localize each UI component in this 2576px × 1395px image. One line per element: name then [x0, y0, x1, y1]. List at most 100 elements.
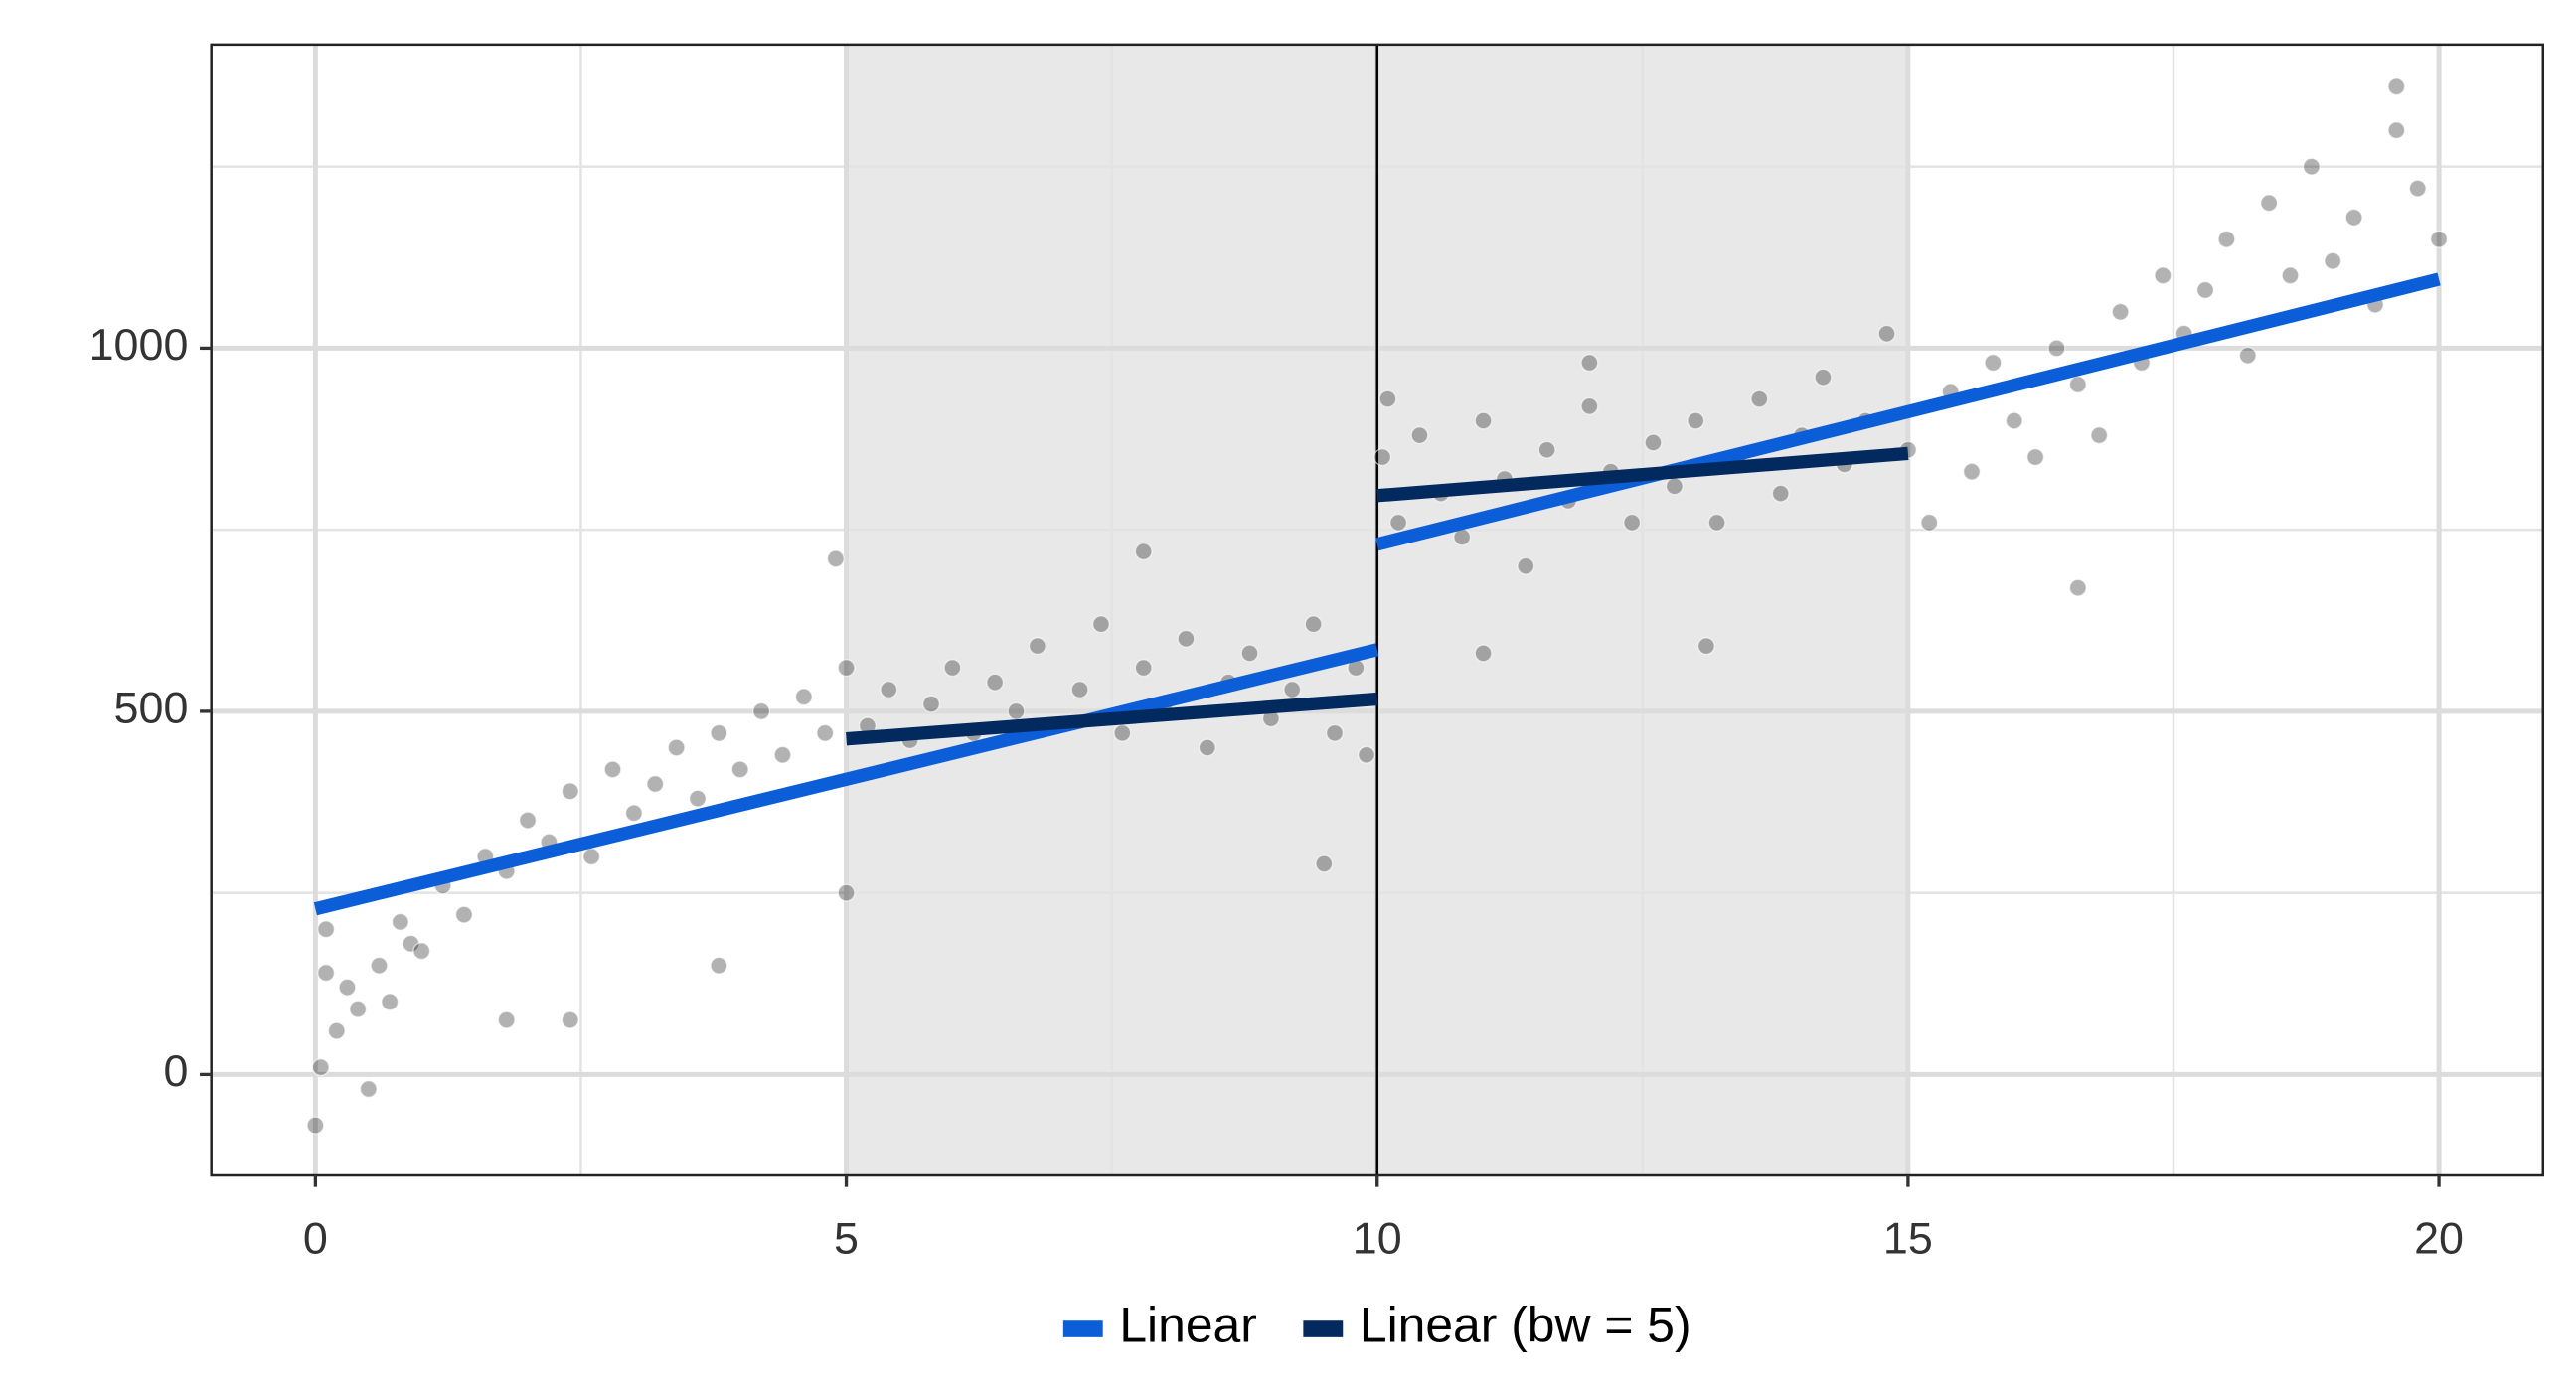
y-tick-label: 1000 — [89, 319, 189, 370]
data-point — [2154, 266, 2173, 285]
data-point — [1537, 440, 1556, 459]
data-point — [1877, 324, 1896, 343]
data-point — [1474, 411, 1493, 430]
fit-line — [313, 272, 2441, 916]
data-point — [773, 745, 792, 764]
data-point — [412, 942, 431, 961]
data-point — [922, 695, 940, 713]
data-point — [1517, 556, 1535, 575]
data-point — [1963, 462, 1981, 481]
data-point — [1474, 644, 1493, 663]
data-point — [2047, 339, 2066, 358]
data-point — [1580, 396, 1599, 415]
data-point — [1389, 513, 1408, 532]
x-tick-label: 10 — [1353, 1212, 1402, 1263]
data-point — [306, 1116, 325, 1135]
data-point — [689, 789, 707, 808]
data-point — [317, 920, 336, 939]
y-tick-label: 500 — [114, 683, 189, 733]
y-tick-label: 0 — [163, 1045, 188, 1096]
data-point — [2430, 230, 2449, 248]
legend-label: Linear — [1119, 1298, 1257, 1353]
data-point — [1410, 426, 1429, 445]
data-point — [370, 956, 389, 975]
data-point — [667, 738, 686, 757]
data-point — [1358, 745, 1376, 764]
data-point — [837, 883, 856, 902]
data-point — [816, 723, 835, 742]
data-point — [2260, 194, 2279, 213]
data-point — [752, 701, 771, 720]
data-point — [582, 848, 601, 866]
data-point — [646, 775, 665, 793]
data-point — [1750, 389, 1769, 408]
data-point — [327, 1021, 346, 1040]
data-point — [624, 804, 643, 823]
data-point — [1696, 637, 1715, 656]
data-point — [710, 723, 728, 742]
data-point — [338, 978, 357, 997]
data-point — [730, 760, 749, 779]
data-point — [2026, 448, 2045, 467]
data-point — [2387, 78, 2406, 96]
data-point — [1113, 723, 1132, 742]
data-point — [1920, 513, 1939, 532]
data-point — [311, 1058, 330, 1077]
data-point — [1007, 701, 1026, 720]
legend-key — [1303, 1320, 1344, 1337]
data-point — [2344, 208, 2363, 227]
data-point — [317, 964, 336, 983]
data-point — [1984, 354, 2003, 373]
data-point — [837, 659, 856, 678]
data-point — [2238, 346, 2257, 365]
data-point — [603, 760, 622, 779]
data-point — [1665, 477, 1684, 496]
x-tick-label: 15 — [1883, 1212, 1933, 1263]
data-point — [1198, 738, 1216, 757]
fit-line — [846, 446, 1909, 746]
data-point — [2068, 375, 2087, 393]
x-tick-label: 0 — [303, 1212, 328, 1263]
data-point — [2324, 251, 2342, 270]
data-point — [986, 673, 1005, 692]
data-point — [1580, 354, 1599, 373]
x-tick-label: 20 — [2414, 1212, 2464, 1263]
data-point — [1283, 681, 1302, 698]
data-point — [2196, 280, 2215, 299]
data-point — [1373, 448, 1392, 467]
legend-label: Linear (bw = 5) — [1360, 1298, 1691, 1353]
data-point — [519, 811, 538, 830]
data-point — [943, 659, 962, 678]
data-point — [1623, 513, 1642, 532]
data-point — [454, 905, 473, 924]
data-point — [1091, 615, 1110, 634]
data-point — [1304, 615, 1323, 634]
data-point — [1240, 644, 1259, 663]
data-point — [1707, 513, 1726, 532]
data-point — [1177, 629, 1196, 648]
data-point — [1070, 681, 1089, 698]
data-point — [359, 1080, 378, 1098]
data-point — [2408, 179, 2427, 198]
data-point — [2090, 426, 2109, 445]
legend: Linear Linear (bw = 5) — [1062, 1298, 1691, 1353]
data-point — [1326, 723, 1344, 742]
data-point — [1687, 411, 1705, 430]
data-point — [2068, 578, 2087, 597]
data-point — [381, 993, 400, 1011]
data-point — [1814, 368, 1833, 387]
data-point — [349, 1000, 368, 1018]
data-point — [1771, 484, 1790, 503]
data-point — [826, 549, 845, 568]
data-point — [2302, 157, 2321, 176]
data-point — [1315, 854, 1334, 873]
data-point — [2111, 302, 2130, 321]
data-point — [794, 688, 813, 706]
data-point — [2217, 230, 2236, 248]
data-point — [1644, 433, 1663, 452]
data-point — [710, 956, 728, 975]
data-point — [497, 1010, 516, 1029]
data-point — [1134, 542, 1153, 561]
